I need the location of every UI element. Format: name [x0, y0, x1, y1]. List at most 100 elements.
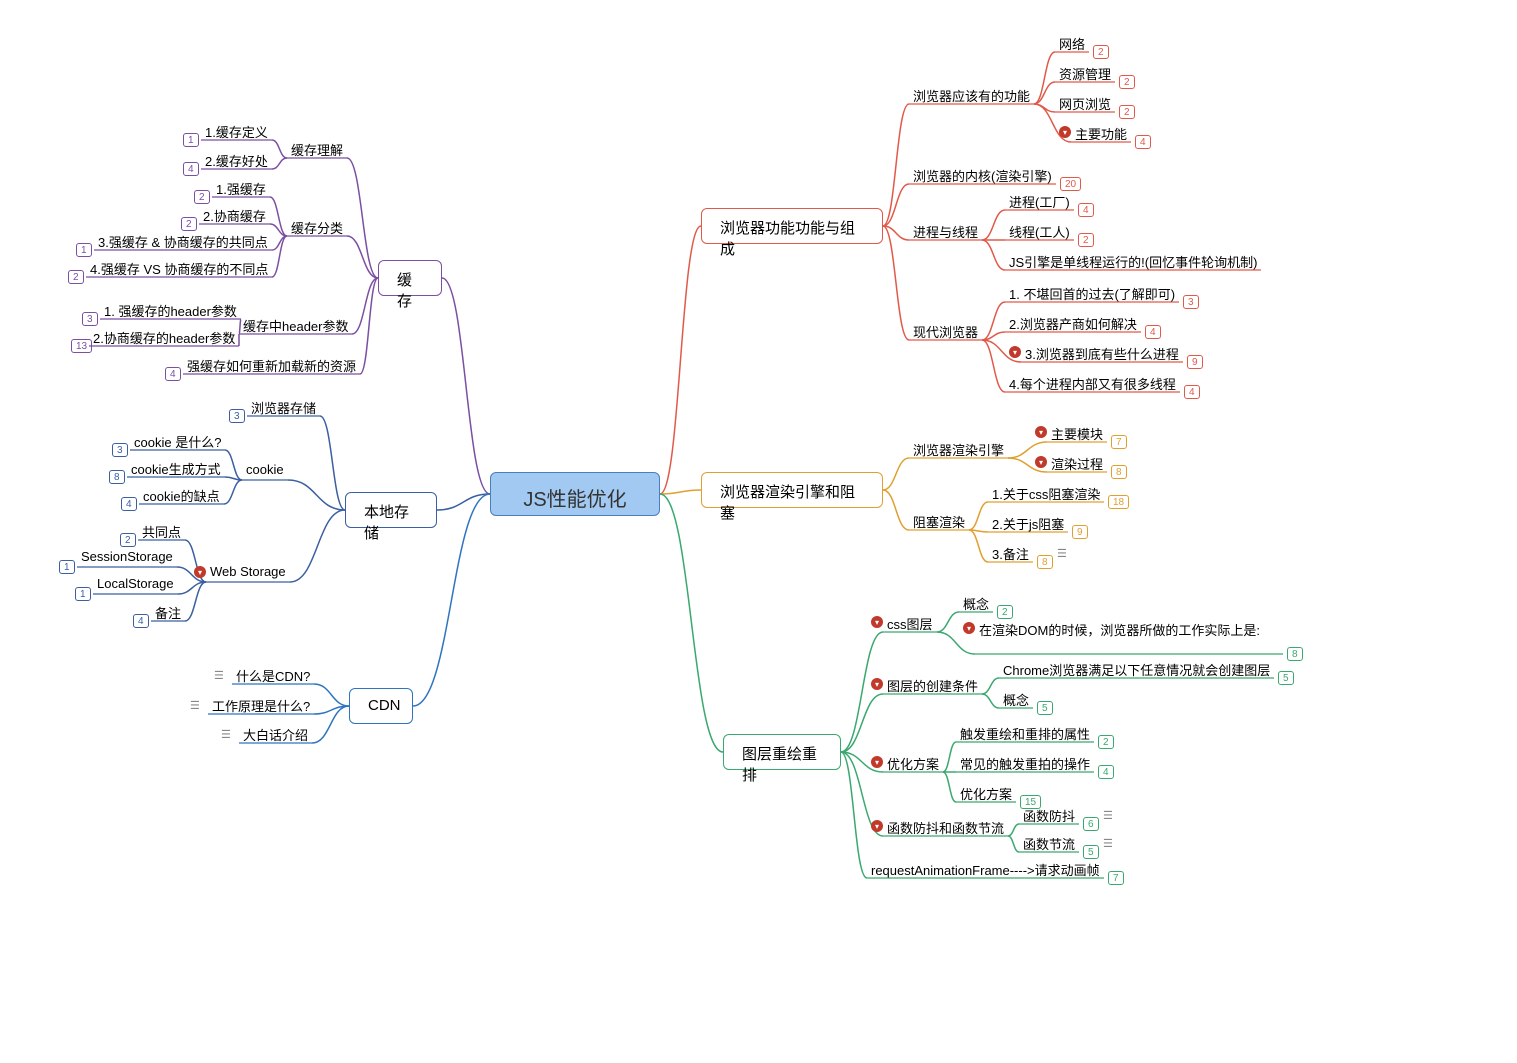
leaf-s_l6[interactable]: LocalStorage	[97, 576, 174, 591]
node-label: 浏览器的内核(渲染引擎)	[913, 169, 1052, 184]
leaf-c_l6[interactable]: 4.强缓存 VS 协商缓存的不同点	[90, 259, 268, 278]
leaf-l_l2[interactable]: 在渲染DOM的时候，浏览器所做的工作实际上是:	[979, 620, 1279, 639]
mid-c_m4[interactable]: 强缓存如何重新加载新的资源	[187, 356, 356, 375]
leaf-s_l4[interactable]: 共同点	[142, 522, 181, 541]
branch-render[interactable]: 浏览器渲染引擎和阻塞	[701, 472, 883, 508]
leaf-r_l1[interactable]: 主要模块	[1051, 424, 1103, 443]
branch-cache[interactable]: 缓存	[378, 260, 442, 296]
leaf-d_l2[interactable]: 工作原理是什么?	[212, 696, 310, 715]
leaf-b_l4[interactable]: 主要功能	[1075, 124, 1127, 143]
node-label: 图层的创建条件	[887, 679, 978, 694]
branch-browser[interactable]: 浏览器功能功能与组成	[701, 208, 883, 244]
leaf-d_l1[interactable]: 什么是CDN?	[236, 666, 310, 685]
node-label: 共同点	[142, 525, 181, 540]
expand-icon[interactable]: ▾	[1035, 426, 1047, 438]
leaf-c_l4[interactable]: 2.协商缓存	[203, 206, 266, 225]
leaf-l_l7[interactable]: 优化方案	[960, 784, 1012, 803]
leaf-l_l4[interactable]: 概念	[1003, 690, 1029, 709]
expand-icon[interactable]: ▾	[1009, 346, 1021, 358]
branch-layer[interactable]: 图层重绘重排	[723, 734, 841, 770]
leaf-c_l2[interactable]: 2.缓存好处	[205, 151, 268, 170]
count-badge: 1	[75, 587, 91, 601]
branch-storage[interactable]: 本地存储	[345, 492, 437, 528]
leaf-r_l3[interactable]: 1.关于css阻塞渲染	[992, 484, 1100, 503]
node-label: 2.缓存好处	[205, 154, 268, 169]
leaf-b_l2[interactable]: 资源管理	[1059, 64, 1111, 83]
mid-r_m1[interactable]: 浏览器渲染引擎	[913, 440, 1004, 459]
node-label: 函数节流	[1023, 837, 1075, 852]
mid-s_m1[interactable]: 浏览器存储	[251, 398, 316, 417]
expand-icon[interactable]: ▾	[1035, 456, 1047, 468]
mid-l_m3[interactable]: 优化方案	[887, 754, 939, 773]
leaf-l_l1[interactable]: 概念	[963, 594, 989, 613]
expand-icon[interactable]: ▾	[1059, 126, 1071, 138]
count-badge: 9	[1187, 355, 1203, 369]
node-label: cookie生成方式	[131, 462, 221, 477]
leaf-b_l3[interactable]: 网页浏览	[1059, 94, 1111, 113]
leaf-r_l5[interactable]: 3.备注	[992, 544, 1029, 563]
leaf-b_l1[interactable]: 网络	[1059, 34, 1085, 53]
node-label: Chrome浏览器满足以下任意情况就会创建图层	[1003, 663, 1270, 678]
mid-b_m1[interactable]: 浏览器应该有的功能	[913, 86, 1030, 105]
node-label: 网页浏览	[1059, 97, 1111, 112]
leaf-c_l7[interactable]: 1. 强缓存的header参数	[104, 301, 237, 320]
expand-icon[interactable]: ▾	[871, 756, 883, 768]
note-icon: ☰	[214, 669, 224, 682]
leaf-b_l7[interactable]: JS引擎是单线程运行的!(回忆事件轮询机制)	[1009, 252, 1257, 271]
leaf-c_l1[interactable]: 1.缓存定义	[205, 122, 268, 141]
mid-s_m2[interactable]: cookie	[246, 462, 284, 477]
leaf-b_l8[interactable]: 1. 不堪回首的过去(了解即可)	[1009, 284, 1175, 303]
expand-icon[interactable]: ▾	[871, 678, 883, 690]
expand-icon[interactable]: ▾	[871, 616, 883, 628]
node-label: 缓存理解	[291, 143, 343, 158]
mid-l_m2[interactable]: 图层的创建条件	[887, 676, 978, 695]
expand-icon[interactable]: ▾	[194, 566, 206, 578]
leaf-c_l5[interactable]: 3.强缓存 & 协商缓存的共同点	[98, 232, 268, 251]
mid-b_m4[interactable]: 现代浏览器	[913, 322, 978, 341]
mid-b_m3[interactable]: 进程与线程	[913, 222, 978, 241]
leaf-l_l8[interactable]: 函数防抖	[1023, 806, 1075, 825]
leaf-s_l5[interactable]: SessionStorage	[81, 549, 173, 564]
leaf-b_l11[interactable]: 4.每个进程内部又有很多线程	[1009, 374, 1176, 393]
mid-s_m3[interactable]: Web Storage	[210, 564, 286, 579]
leaf-c_l8[interactable]: 2.协商缓存的header参数	[93, 328, 235, 347]
root-node[interactable]: JS性能优化	[490, 472, 660, 516]
count-badge: 2	[1098, 735, 1114, 749]
leaf-b_l6[interactable]: 线程(工人)	[1009, 222, 1070, 241]
count-badge: 2	[120, 533, 136, 547]
count-badge: 18	[1108, 495, 1129, 509]
node-label: Web Storage	[210, 564, 286, 579]
mid-l_m4[interactable]: 函数防抖和函数节流	[887, 818, 1004, 837]
leaf-d_l3[interactable]: 大白话介绍	[243, 725, 308, 744]
mid-l_m1[interactable]: css图层	[887, 614, 933, 633]
mid-c_m2[interactable]: 缓存分类	[291, 218, 343, 237]
leaf-l_l5[interactable]: 触发重绘和重排的属性	[960, 724, 1090, 743]
leaf-b_l10[interactable]: 3.浏览器到底有些什么进程	[1025, 344, 1179, 363]
mid-b_m2[interactable]: 浏览器的内核(渲染引擎)	[913, 166, 1052, 185]
branch-cdn[interactable]: CDN	[349, 688, 413, 724]
leaf-s_l7[interactable]: 备注	[155, 603, 181, 622]
node-label: 备注	[155, 606, 181, 621]
expand-icon[interactable]: ▾	[963, 622, 975, 634]
node-label: 2.协商缓存	[203, 209, 266, 224]
count-badge: 4	[165, 367, 181, 381]
leaf-r_l4[interactable]: 2.关于js阻塞	[992, 514, 1064, 533]
leaf-l_l3[interactable]: Chrome浏览器满足以下任意情况就会创建图层	[1003, 660, 1270, 679]
node-label: 网络	[1059, 37, 1085, 52]
leaf-l_l9[interactable]: 函数节流	[1023, 834, 1075, 853]
node-label: 缓存分类	[291, 221, 343, 236]
leaf-b_l5[interactable]: 进程(工厂)	[1009, 192, 1070, 211]
leaf-r_l2[interactable]: 渲染过程	[1051, 454, 1103, 473]
leaf-l_l6[interactable]: 常见的触发重拍的操作	[960, 754, 1090, 773]
mid-c_m3[interactable]: 缓存中header参数	[243, 316, 348, 335]
leaf-b_l9[interactable]: 2.浏览器产商如何解决	[1009, 314, 1137, 333]
mid-l_m5[interactable]: requestAnimationFrame---->请求动画帧	[871, 860, 1100, 879]
mid-c_m1[interactable]: 缓存理解	[291, 140, 343, 159]
expand-icon[interactable]: ▾	[871, 820, 883, 832]
mid-r_m2[interactable]: 阻塞渲染	[913, 512, 965, 531]
node-label: 浏览器渲染引擎和阻塞	[720, 484, 855, 522]
leaf-s_l3[interactable]: cookie的缺点	[143, 486, 220, 505]
leaf-s_l1[interactable]: cookie 是什么?	[134, 432, 221, 451]
leaf-c_l3[interactable]: 1.强缓存	[216, 179, 266, 198]
leaf-s_l2[interactable]: cookie生成方式	[131, 459, 221, 478]
